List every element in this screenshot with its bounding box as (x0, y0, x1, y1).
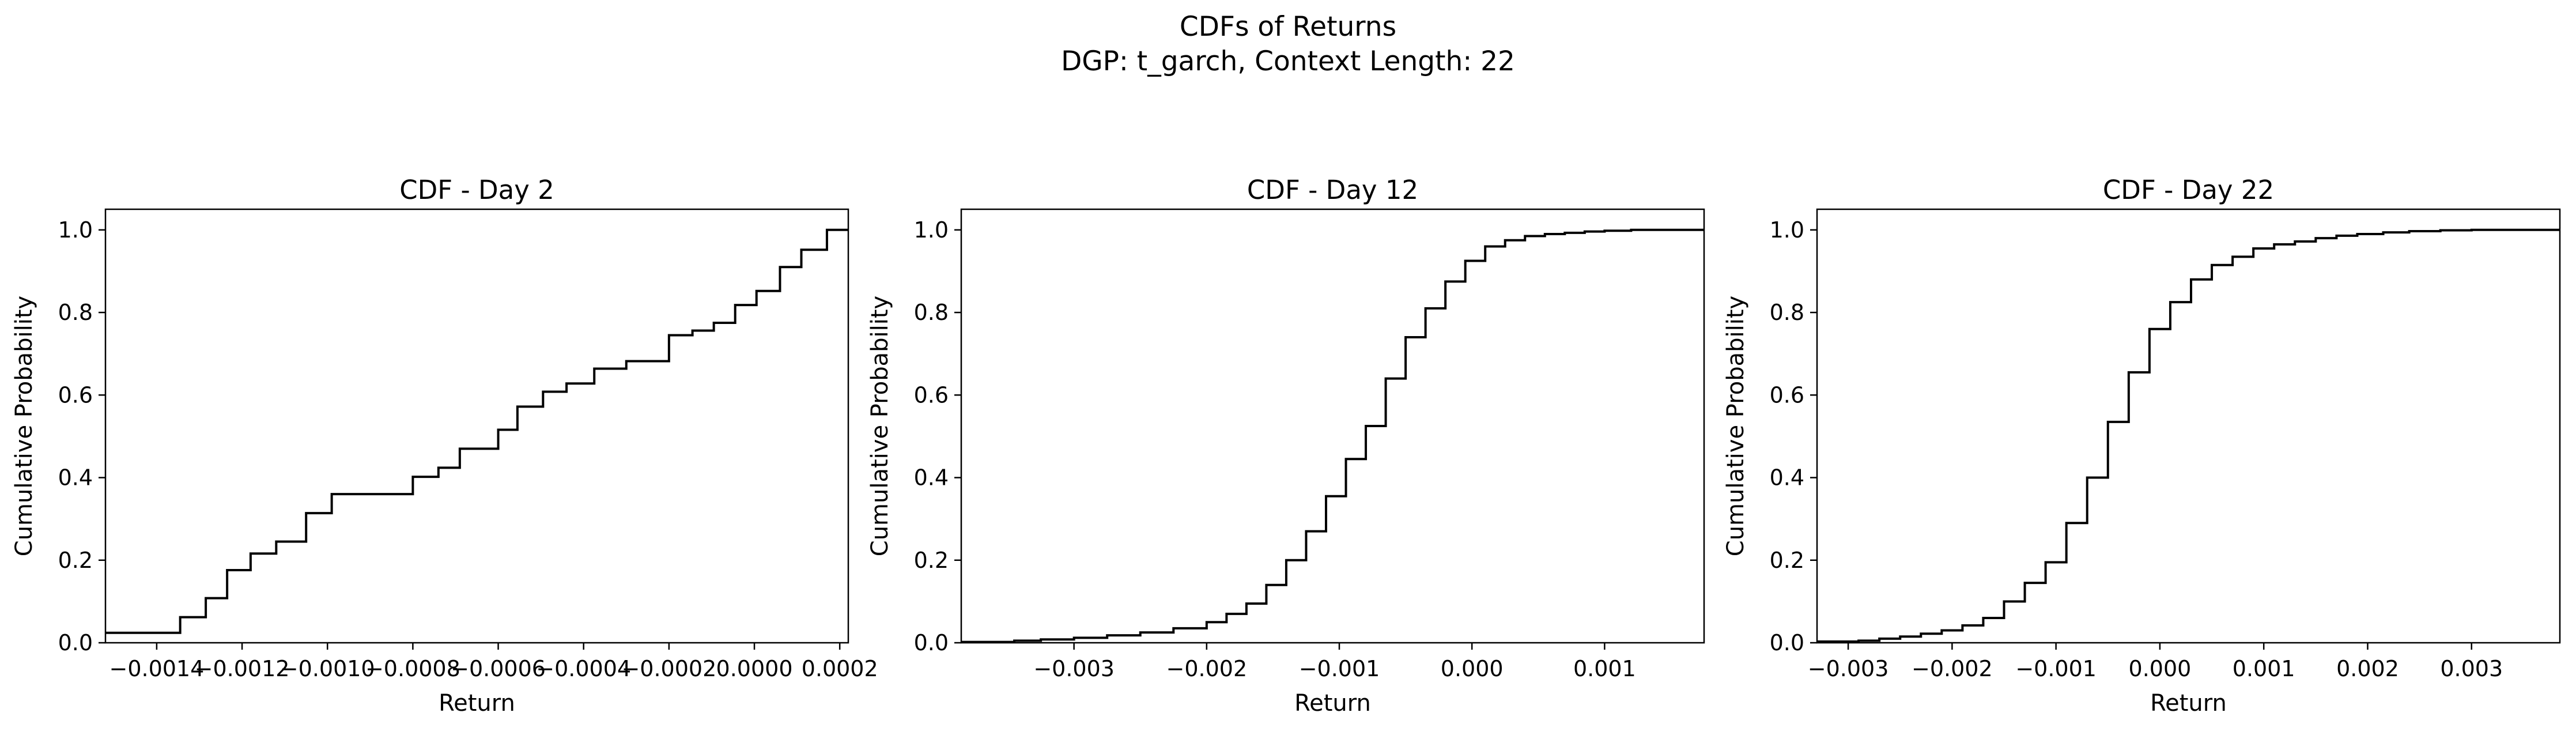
y-axis-label: Cumulative Probability (867, 296, 893, 556)
x-tick-label: −0.0008 (365, 656, 460, 681)
x-tick-label: −0.003 (1808, 656, 1889, 681)
x-tick-label: −0.0006 (451, 656, 546, 681)
x-axis-label: Return (439, 690, 515, 717)
x-tick-label: 0.003 (2440, 656, 2503, 681)
y-tick-label: 0.6 (914, 382, 949, 408)
x-tick-label: −0.001 (2015, 656, 2097, 681)
y-tick-label: 0.2 (1770, 548, 1804, 573)
subplot-panels: −0.0014−0.0012−0.0010−0.0008−0.0006−0.00… (11, 175, 2561, 717)
figure-title-line2: DGP: t_garch, Context Length: 22 (1061, 46, 1515, 77)
y-tick-label: 0.4 (58, 465, 93, 491)
x-tick-label: 0.0002 (802, 656, 878, 681)
y-tick-label: 1.0 (914, 217, 949, 243)
subplot-title: CDF - Day 22 (2103, 175, 2274, 205)
x-tick-label: −0.0002 (621, 656, 716, 681)
cdf-panel-3: −0.003 −0.002 −0.001 0.000 0.001 0.002 0.003 0.… (1723, 175, 2561, 717)
y-tick-label: 0.2 (914, 548, 949, 573)
figure-title-line1: CDFs of Returns (1180, 11, 1396, 43)
cdf-step-line (1817, 228, 2560, 643)
y-tick-label: 1.0 (58, 217, 93, 243)
cdf-panel-1: −0.0014−0.0012−0.0010−0.0008−0.0006−0.00… (11, 175, 878, 717)
x-tick-label: 0.000 (1441, 656, 1504, 681)
y-tick-label: 1.0 (1770, 217, 1804, 243)
x-tick-label: −0.0004 (536, 656, 631, 681)
y-tick-label: 0.8 (58, 300, 93, 325)
y-tick-label: 0.6 (1770, 382, 1804, 408)
subplot-title: CDF - Day 2 (399, 175, 554, 205)
y-tick-label: 0.8 (1770, 300, 1804, 325)
y-tick-label: 0.6 (58, 382, 93, 408)
x-tick-label: −0.0012 (195, 656, 290, 681)
x-tick-label: −0.0014 (109, 656, 204, 681)
y-tick-label: 0.8 (914, 300, 949, 325)
plot-frame (1816, 208, 2561, 644)
y-tick-label: 0.0 (1770, 630, 1804, 655)
x-axis-label: Return (2150, 690, 2227, 717)
y-tick-label: 0.0 (914, 630, 949, 655)
subplot-title: CDF - Day 12 (1247, 175, 1418, 205)
x-tick-label: 0.002 (2336, 656, 2399, 681)
x-tick-label: −0.001 (1299, 656, 1380, 681)
plot-frame (104, 208, 849, 644)
plot-frame (960, 208, 1705, 644)
x-tick-label: −0.002 (1166, 656, 1248, 681)
x-tick-label: −0.003 (1033, 656, 1115, 681)
y-tick-label: 0.2 (58, 548, 93, 573)
y-tick-label: 0.4 (1770, 465, 1804, 491)
cdf-step-line (105, 228, 848, 634)
x-axis-label: Return (1294, 690, 1371, 717)
y-tick-label: 0.4 (914, 465, 949, 491)
cdf-step-line (961, 228, 1704, 643)
x-tick-label: −0.0010 (280, 656, 375, 681)
x-tick-label: 0.001 (2233, 656, 2295, 681)
y-axis-label: Cumulative Probability (1723, 296, 1749, 556)
y-axis-label: Cumulative Probability (11, 296, 37, 556)
x-tick-label: 0.001 (1573, 656, 1636, 681)
y-tick-label: 0.0 (58, 630, 93, 655)
cdf-panel-2: −0.003 −0.002 −0.001 0.000 0.001 0.0 0.2 0.4 0.6… (867, 175, 1705, 717)
x-tick-label: 0.000 (2129, 656, 2192, 681)
x-tick-label: 0.0000 (716, 656, 793, 681)
x-tick-label: −0.002 (1912, 656, 1993, 681)
